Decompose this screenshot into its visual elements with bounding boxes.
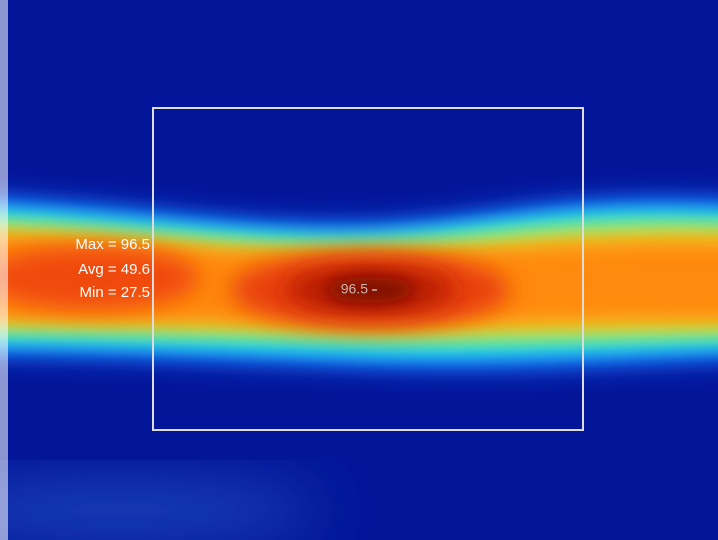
measurement-box[interactable] bbox=[152, 107, 584, 431]
avg-label: Avg = 49.6 bbox=[78, 261, 150, 278]
min-label: Min = 27.5 bbox=[80, 284, 150, 301]
max-label: Max = 96.5 bbox=[75, 236, 150, 253]
spot-label: 96.5 bbox=[341, 281, 368, 297]
